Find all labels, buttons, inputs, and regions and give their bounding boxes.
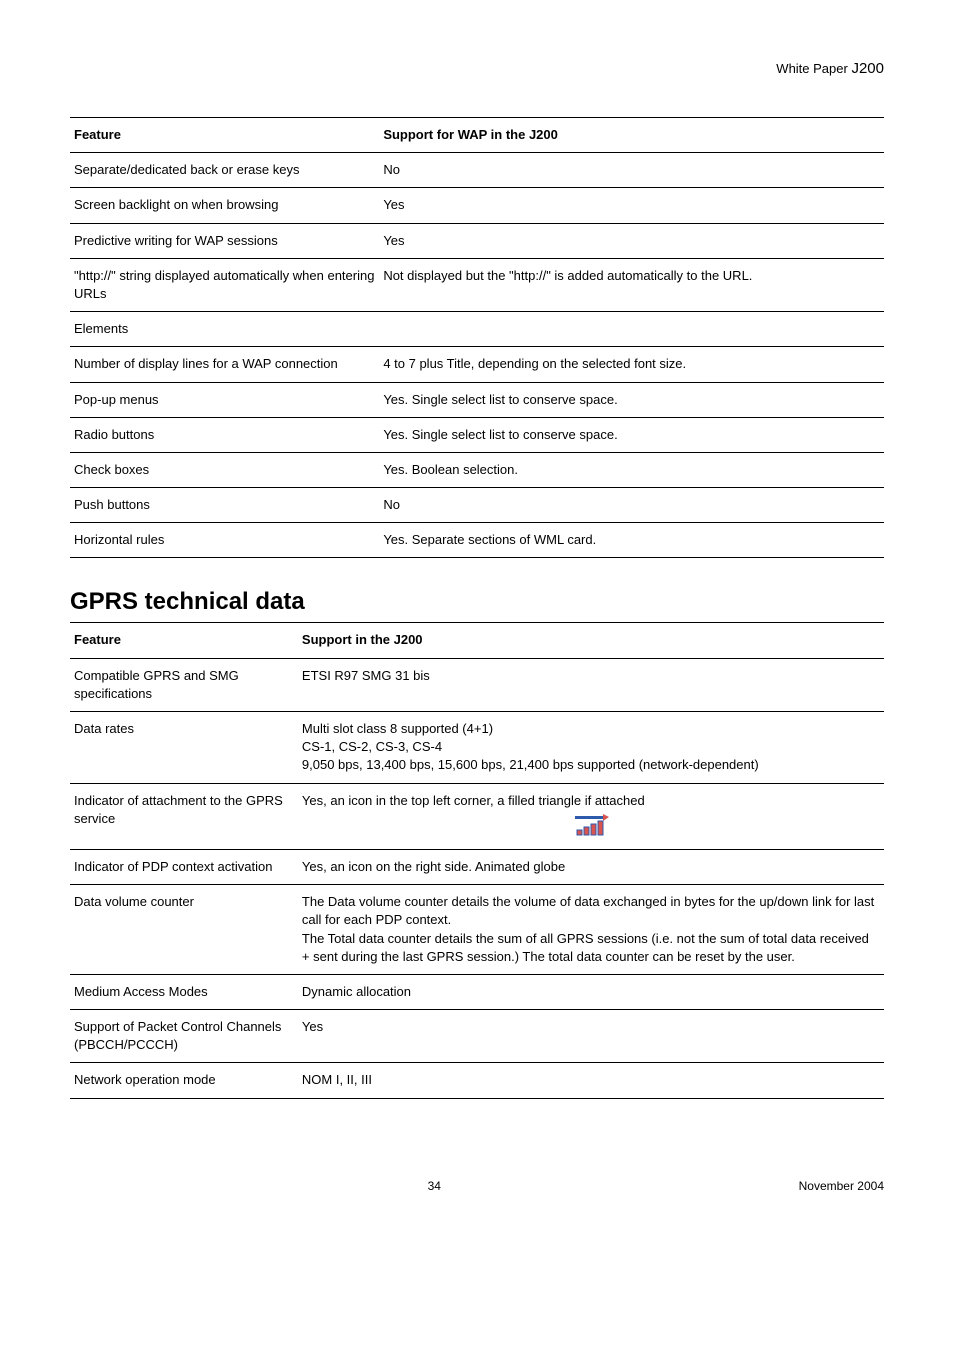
table-cell-value: Dynamic allocation: [298, 974, 884, 1009]
page-footer: 34 November 2004: [70, 1179, 884, 1193]
table-cell-feature: Push buttons: [70, 488, 379, 523]
table-cell-feature: Horizontal rules: [70, 523, 379, 558]
table-cell-feature: Indicator of attachment to the GPRS serv…: [70, 783, 298, 849]
table-row: Support of Packet Control Channels (PBCC…: [70, 1010, 884, 1063]
table-row: Data ratesMulti slot class 8 supported (…: [70, 712, 884, 784]
table-row: Radio buttonsYes. Single select list to …: [70, 417, 884, 452]
table-cell-value: No: [379, 153, 884, 188]
table-cell-feature: Separate/dedicated back or erase keys: [70, 153, 379, 188]
table-cell-value: Multi slot class 8 supported (4+1)CS-1, …: [298, 712, 884, 784]
table-cell-feature: Support of Packet Control Channels (PBCC…: [70, 1010, 298, 1063]
table1-header-feature: Feature: [70, 118, 379, 153]
table-cell-feature: Predictive writing for WAP sessions: [70, 223, 379, 258]
table-cell-value: 4 to 7 plus Title, depending on the sele…: [379, 347, 884, 382]
page-header: White Paper J200: [70, 60, 884, 77]
table-cell-value: ETSI R97 SMG 31 bis: [298, 658, 884, 711]
table-cell-value: NOM I, II, III: [298, 1063, 884, 1098]
table-cell-feature: Data rates: [70, 712, 298, 784]
wap-support-table: Feature Support for WAP in the J200 Sepa…: [70, 117, 884, 558]
table-row: Push buttonsNo: [70, 488, 884, 523]
table-cell-value: Yes. Single select list to conserve spac…: [379, 382, 884, 417]
footer-page-number: 34: [70, 1179, 799, 1193]
table2-header-feature: Feature: [70, 623, 298, 658]
table-cell-value: Yes: [379, 223, 884, 258]
table-row: Elements: [70, 312, 884, 347]
table-row: Network operation modeNOM I, II, III: [70, 1063, 884, 1098]
table1-header-support: Support for WAP in the J200: [379, 118, 884, 153]
table-row: Data volume counterThe Data volume count…: [70, 885, 884, 975]
table-cell-value: Yes, an icon on the right side. Animated…: [298, 849, 884, 884]
table2-header-support: Support in the J200: [298, 623, 884, 658]
table-cell-value: Not displayed but the "http://" is added…: [379, 258, 884, 311]
table-cell-value: [379, 312, 884, 347]
table-cell-feature: Screen backlight on when browsing: [70, 188, 379, 223]
table-row: "http://" string displayed automatically…: [70, 258, 884, 311]
table-row: Medium Access ModesDynamic allocation: [70, 974, 884, 1009]
table-row: Compatible GPRS and SMG specificationsET…: [70, 658, 884, 711]
table-cell-feature: Radio buttons: [70, 417, 379, 452]
table-row: Indicator of PDP context activationYes, …: [70, 849, 884, 884]
table-cell-feature: Elements: [70, 312, 379, 347]
table-row: Number of display lines for a WAP connec…: [70, 347, 884, 382]
table-cell-value: Yes. Single select list to conserve spac…: [379, 417, 884, 452]
table-cell-value: Yes. Separate sections of WML card.: [379, 523, 884, 558]
table-cell-feature: Compatible GPRS and SMG specifications: [70, 658, 298, 711]
section-title: GPRS technical data: [70, 588, 884, 616]
table-row: Separate/dedicated back or erase keysNo: [70, 153, 884, 188]
table-row: Predictive writing for WAP sessionsYes: [70, 223, 884, 258]
gprs-table: Feature Support in the J200 Compatible G…: [70, 622, 884, 1098]
table-cell-value: Yes, an icon in the top left corner, a f…: [298, 783, 884, 849]
footer-date: November 2004: [799, 1179, 884, 1193]
table-cell-value: Yes. Boolean selection.: [379, 452, 884, 487]
header-prefix: White Paper: [776, 61, 848, 76]
table-cell-feature: Check boxes: [70, 452, 379, 487]
table-cell-feature: Network operation mode: [70, 1063, 298, 1098]
table-row: Screen backlight on when browsingYes: [70, 188, 884, 223]
table-row: Horizontal rulesYes. Separate sections o…: [70, 523, 884, 558]
table-cell-feature: Data volume counter: [70, 885, 298, 975]
table-cell-value: The Data volume counter details the volu…: [298, 885, 884, 975]
table-row: Check boxesYes. Boolean selection.: [70, 452, 884, 487]
table-cell-feature: Number of display lines for a WAP connec…: [70, 347, 379, 382]
table-cell-value: Yes: [379, 188, 884, 223]
table-cell-feature: Indicator of PDP context activation: [70, 849, 298, 884]
table-row: Pop-up menusYes. Single select list to c…: [70, 382, 884, 417]
table-cell-value: No: [379, 488, 884, 523]
table-row: Indicator of attachment to the GPRS serv…: [70, 783, 884, 849]
header-model: J200: [851, 60, 884, 77]
table-cell-feature: Medium Access Modes: [70, 974, 298, 1009]
table-cell-feature: Pop-up menus: [70, 382, 379, 417]
table-cell-feature: "http://" string displayed automatically…: [70, 258, 379, 311]
table-cell-value: Yes: [298, 1010, 884, 1063]
signal-icon: [573, 814, 609, 836]
